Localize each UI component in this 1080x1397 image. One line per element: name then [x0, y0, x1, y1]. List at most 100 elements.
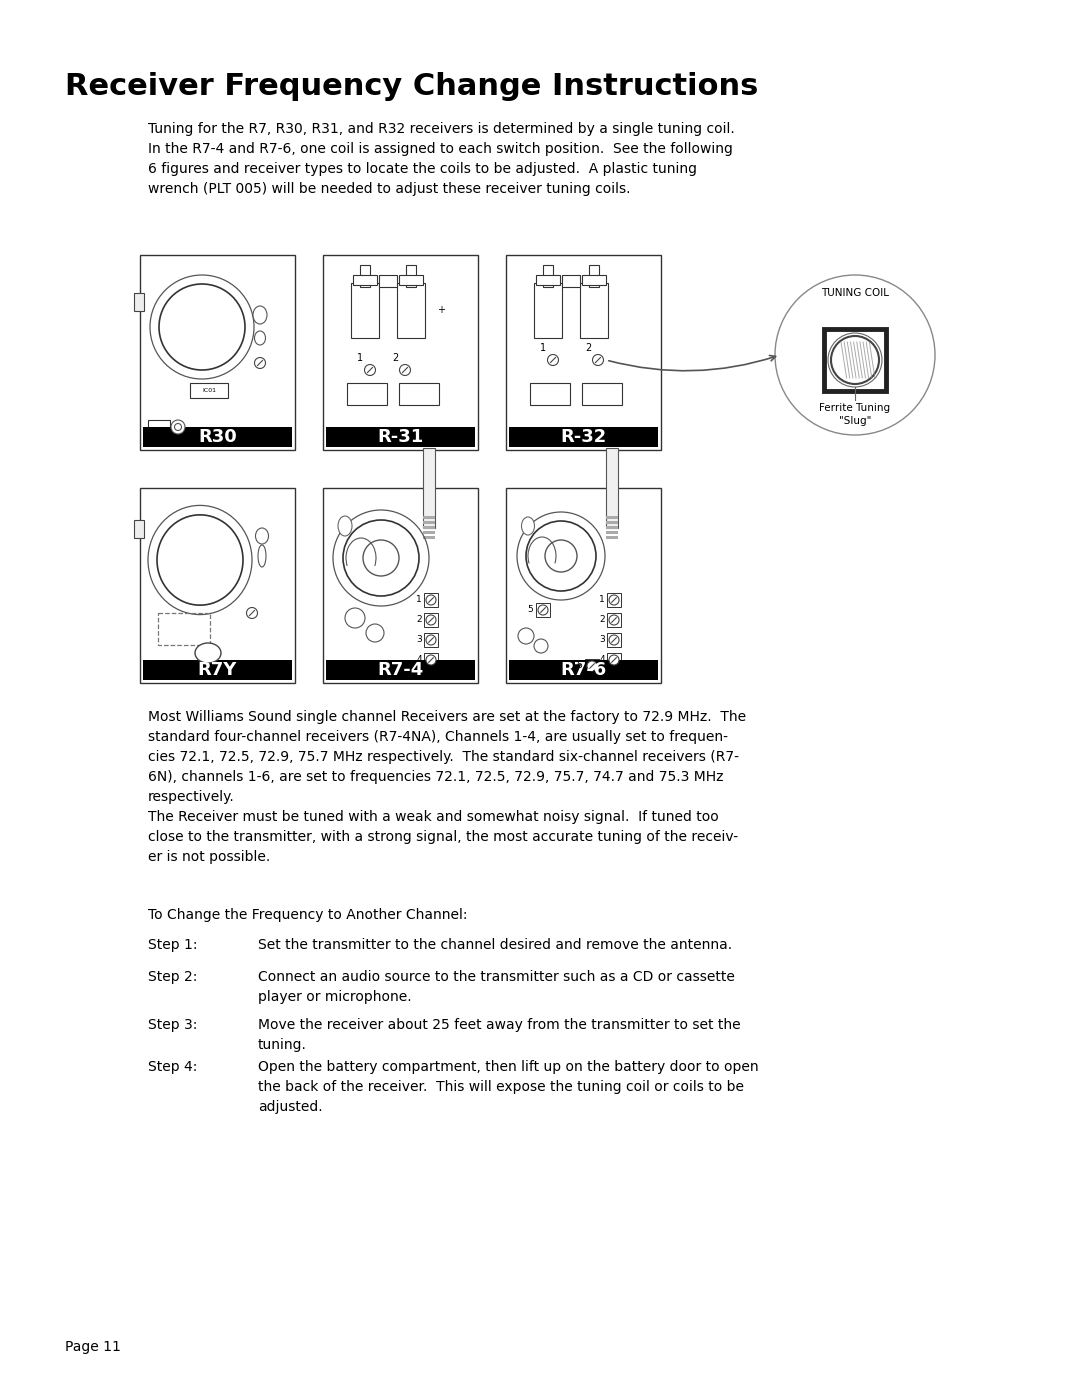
Circle shape — [365, 365, 376, 376]
Circle shape — [593, 355, 604, 366]
Text: To Change the Frequency to Another Channel:: To Change the Frequency to Another Chann… — [148, 908, 468, 922]
Bar — [423, 536, 435, 539]
Circle shape — [545, 541, 577, 571]
Bar — [423, 521, 435, 524]
Circle shape — [609, 655, 619, 665]
Bar — [424, 592, 438, 608]
Bar — [353, 275, 377, 285]
Bar — [323, 488, 478, 683]
Bar — [534, 284, 562, 338]
Ellipse shape — [157, 515, 243, 605]
Circle shape — [588, 661, 597, 671]
Text: Ferrite Tuning
"Slug": Ferrite Tuning "Slug" — [820, 402, 891, 426]
Circle shape — [171, 420, 185, 434]
Circle shape — [363, 541, 399, 576]
Text: Step 3:: Step 3: — [148, 1018, 198, 1032]
Text: Connect an audio source to the transmitter such as a CD or cassette
player or mi: Connect an audio source to the transmitt… — [258, 970, 734, 1004]
Ellipse shape — [255, 331, 266, 345]
Text: R-32: R-32 — [561, 427, 607, 446]
Bar — [580, 284, 608, 338]
Text: Most Williams Sound single channel Receivers are set at the factory to 72.9 MHz.: Most Williams Sound single channel Recei… — [148, 710, 746, 805]
Bar — [397, 284, 426, 338]
Bar — [509, 427, 658, 447]
Text: 6: 6 — [576, 662, 582, 671]
Bar — [323, 256, 478, 450]
Text: R-31: R-31 — [377, 427, 423, 446]
Circle shape — [246, 608, 257, 619]
Bar — [606, 515, 618, 520]
Circle shape — [366, 624, 384, 643]
Bar — [589, 265, 599, 286]
Text: Page 11: Page 11 — [65, 1340, 121, 1354]
Text: Step 1:: Step 1: — [148, 937, 198, 951]
Bar — [351, 284, 379, 338]
Ellipse shape — [195, 643, 221, 664]
Bar — [509, 659, 658, 680]
Bar — [530, 383, 570, 405]
Text: 5: 5 — [527, 605, 532, 615]
Bar — [536, 604, 550, 617]
Text: Set the transmitter to the channel desired and remove the antenna.: Set the transmitter to the channel desir… — [258, 937, 732, 951]
Bar — [507, 488, 661, 683]
Bar — [423, 527, 435, 529]
Bar — [406, 265, 416, 286]
Bar — [360, 265, 370, 286]
Bar — [582, 275, 606, 285]
Bar — [607, 592, 621, 608]
Bar — [134, 293, 144, 312]
Bar — [585, 659, 599, 673]
Circle shape — [400, 365, 410, 376]
Bar — [399, 275, 423, 285]
Bar — [606, 448, 618, 528]
Bar — [606, 531, 618, 534]
Bar — [424, 633, 438, 647]
Bar — [326, 659, 475, 680]
Text: R7-6: R7-6 — [561, 661, 607, 679]
Bar — [148, 420, 170, 434]
Ellipse shape — [338, 515, 352, 536]
Bar — [606, 527, 618, 529]
Circle shape — [426, 655, 436, 665]
Text: 1: 1 — [599, 595, 605, 605]
Circle shape — [609, 615, 619, 624]
Text: 4: 4 — [599, 655, 605, 665]
Bar — [423, 515, 435, 520]
Text: Open the battery compartment, then lift up on the battery door to open
the back : Open the battery compartment, then lift … — [258, 1060, 758, 1113]
Text: 1: 1 — [356, 353, 363, 363]
Bar — [347, 383, 387, 405]
Text: 2: 2 — [417, 616, 422, 624]
Bar — [423, 531, 435, 534]
Circle shape — [343, 520, 419, 597]
Bar — [134, 520, 144, 538]
Text: +: + — [437, 305, 445, 314]
Bar — [607, 613, 621, 627]
Text: R7Y: R7Y — [198, 661, 238, 679]
Ellipse shape — [159, 284, 245, 370]
Bar — [326, 427, 475, 447]
Bar — [190, 383, 228, 398]
Text: 3: 3 — [599, 636, 605, 644]
Text: 3: 3 — [416, 636, 422, 644]
Text: Tuning for the R7, R30, R31, and R32 receivers is determined by a single tuning : Tuning for the R7, R30, R31, and R32 rec… — [148, 122, 734, 196]
Circle shape — [345, 608, 365, 629]
Text: 2: 2 — [599, 616, 605, 624]
Ellipse shape — [253, 306, 267, 324]
Text: The Receiver must be tuned with a weak and somewhat noisy signal.  If tuned too
: The Receiver must be tuned with a weak a… — [148, 810, 738, 865]
Circle shape — [609, 636, 619, 645]
Bar — [507, 256, 661, 450]
Ellipse shape — [256, 528, 269, 543]
Bar — [158, 613, 210, 645]
Bar — [424, 613, 438, 627]
Circle shape — [548, 355, 558, 366]
Text: IC01: IC01 — [202, 387, 216, 393]
Text: R7-4: R7-4 — [377, 661, 423, 679]
Bar — [607, 633, 621, 647]
Circle shape — [426, 615, 436, 624]
Circle shape — [255, 358, 266, 369]
Text: Step 4:: Step 4: — [148, 1060, 198, 1074]
Bar — [140, 256, 295, 450]
Bar — [399, 383, 438, 405]
Bar — [562, 275, 580, 286]
Circle shape — [175, 423, 181, 430]
Text: 4: 4 — [417, 655, 422, 665]
